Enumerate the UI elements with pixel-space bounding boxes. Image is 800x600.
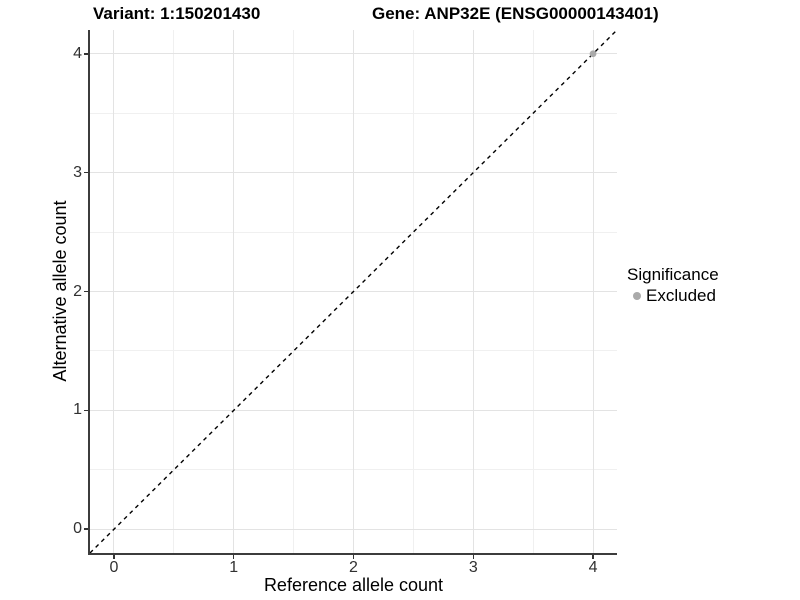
- x-tick-label: 2: [349, 559, 358, 576]
- x-tick-mark: [113, 555, 115, 559]
- y-tick-mark: [84, 290, 88, 293]
- y-tick-label: 0: [73, 520, 82, 538]
- x-tick-mark: [232, 555, 235, 559]
- plot-title-gene: Gene: ANP32E (ENSG00000143401): [372, 4, 659, 23]
- y-tick-label: 3: [73, 163, 82, 181]
- data-point-excluded: [589, 50, 597, 58]
- y-axis-line: [88, 30, 90, 555]
- y-tick-mark: [84, 409, 88, 412]
- legend-item-label: Excluded: [646, 286, 716, 305]
- legend-title: Significance: [627, 265, 719, 284]
- plot-overlay: [90, 30, 617, 553]
- legend-item-excluded: Excluded: [627, 287, 719, 305]
- gridline-major: [90, 53, 617, 55]
- y-tick-mark: [84, 528, 88, 530]
- x-tick-mark: [472, 555, 475, 559]
- x-axis-title: Reference allele count: [263, 575, 444, 595]
- y-tick-label: 2: [73, 282, 82, 300]
- identity-line: [90, 30, 617, 553]
- y-tick-label: 1: [73, 401, 82, 419]
- x-tick-mark: [352, 555, 355, 559]
- x-tick-label: 0: [109, 559, 119, 576]
- gridline-major: [90, 172, 617, 174]
- gridline-major: [90, 409, 617, 411]
- x-axis-line: [88, 553, 617, 555]
- x-tick-label: 4: [588, 559, 598, 576]
- y-tick-mark: [84, 53, 88, 55]
- legend: Significance Excluded: [627, 265, 719, 305]
- y-tick-label: 4: [73, 44, 82, 62]
- x-tick-mark: [592, 555, 594, 559]
- plot-title-variant: Variant: 1:150201430: [93, 4, 261, 23]
- plot-panel: [90, 30, 617, 553]
- y-tick-mark: [84, 171, 88, 174]
- x-tick-label: 1: [229, 559, 239, 576]
- x-tick-label: 3: [468, 559, 478, 576]
- legend-key-excluded-dot: [633, 292, 641, 300]
- y-axis-title: Alternative allele count: [50, 200, 70, 382]
- gridline-major: [90, 528, 617, 530]
